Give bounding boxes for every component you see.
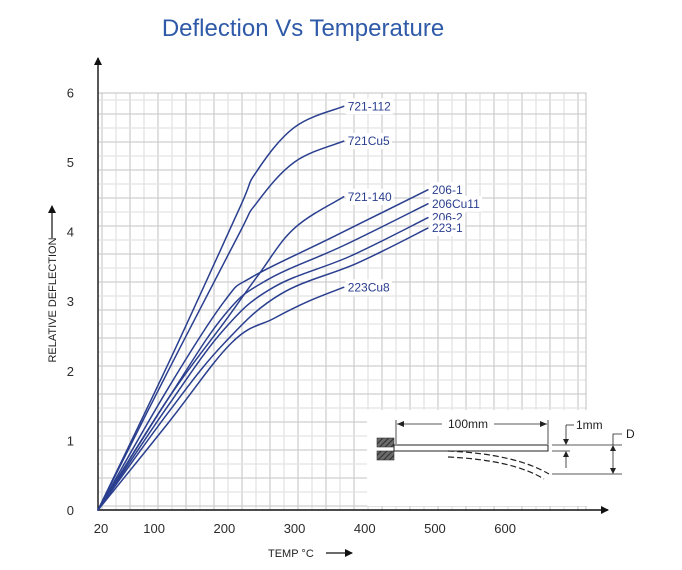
chart-title: Deflection Vs Temperature bbox=[162, 15, 444, 42]
series-line-223-1 bbox=[97, 227, 429, 511]
offset-arrow-upper bbox=[563, 439, 569, 445]
series-label-bg bbox=[429, 195, 483, 212]
x-tick-label: 200 bbox=[214, 521, 236, 536]
series-lines bbox=[97, 105, 429, 511]
offset-label: 1mm bbox=[576, 418, 603, 432]
deflected-strip-upper bbox=[447, 450, 550, 475]
x-tick-label: 20 bbox=[94, 521, 108, 536]
series-line-206-1 bbox=[97, 189, 429, 511]
series-label-721-112: 721-112 bbox=[348, 99, 391, 113]
series-line-223cu8 bbox=[97, 286, 345, 511]
series-label-bg bbox=[345, 133, 393, 150]
y-tick-label: 3 bbox=[67, 294, 74, 309]
deflected-strip-lower bbox=[447, 456, 545, 480]
y-tick-labels: 0 1 2 3 4 5 6 bbox=[67, 85, 74, 518]
y-tick-label: 4 bbox=[67, 225, 74, 240]
x-tick-label: 500 bbox=[424, 521, 446, 536]
series-label-bg bbox=[429, 181, 465, 198]
series-label-721cu5: 721Cu5 bbox=[348, 134, 390, 148]
x-tick-label: 100 bbox=[143, 521, 165, 536]
series-label-206-1: 206-1 bbox=[432, 183, 463, 197]
series-line-721-112 bbox=[97, 105, 345, 511]
length-label-bg bbox=[442, 416, 494, 431]
x-tick-label: 600 bbox=[494, 521, 516, 536]
series-label-206cu11: 206Cu11 bbox=[432, 197, 480, 211]
series-line-206-2 bbox=[97, 216, 429, 511]
x-axis-label: TEMP °C bbox=[268, 548, 314, 560]
y-tick-label: 5 bbox=[67, 155, 74, 170]
clamp-lower bbox=[376, 450, 395, 461]
series-label-bg bbox=[429, 220, 465, 237]
length-label: 100mm bbox=[448, 417, 488, 431]
y-tick-label: 2 bbox=[67, 364, 74, 379]
series-label-223cu8: 223Cu8 bbox=[348, 280, 390, 294]
series-label-223-1: 223-1 bbox=[432, 221, 463, 235]
x-tick-label: 400 bbox=[354, 521, 376, 536]
deflection-dim-arrows bbox=[610, 445, 616, 474]
x-tick-label: 300 bbox=[284, 521, 306, 536]
x-tick-labels: 20 100 200 300 400 500 600 bbox=[94, 521, 516, 536]
clamp-upper bbox=[376, 437, 395, 448]
offset-arrow-lower bbox=[563, 451, 569, 457]
bimetal-strip bbox=[393, 444, 549, 452]
series-label-bg bbox=[345, 279, 393, 296]
deflection-diagram: 100mm 1mm D bbox=[367, 410, 635, 506]
y-tick-label: 0 bbox=[67, 503, 74, 518]
series-label-bg bbox=[345, 188, 395, 205]
y-axis-label: RELATIVE DEFLECTION bbox=[47, 237, 59, 362]
y-tick-label: 6 bbox=[67, 85, 74, 100]
series-line-206cu11 bbox=[97, 203, 429, 511]
series-label-bg bbox=[345, 98, 394, 115]
y-tick-label: 1 bbox=[67, 433, 74, 448]
deflection-label: D bbox=[626, 427, 635, 441]
series-line-721cu5 bbox=[97, 140, 345, 511]
deflection-leader bbox=[612, 433, 622, 445]
series-line-721-140 bbox=[97, 196, 345, 511]
series-label-721-140: 721-140 bbox=[348, 190, 392, 204]
